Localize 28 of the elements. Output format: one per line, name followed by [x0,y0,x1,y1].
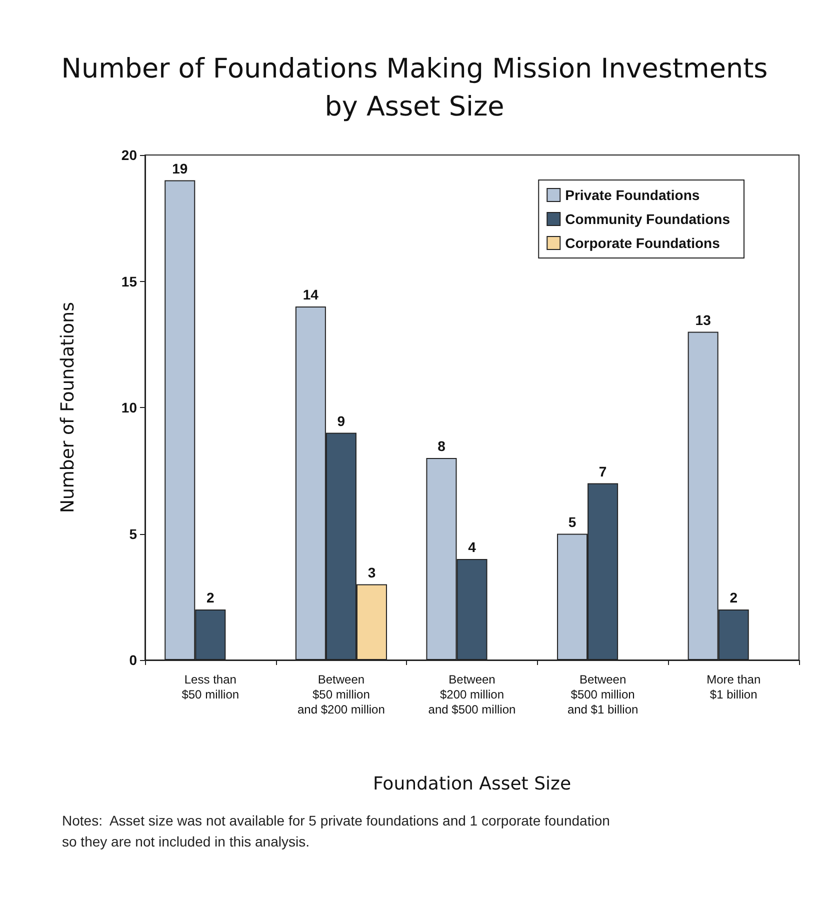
y-tick-label: 10 [121,400,138,416]
data-label: 9 [337,412,346,429]
legend-label: Community Foundations [565,211,730,227]
legend-label: Corporate Foundations [565,235,720,251]
data-label: 14 [302,286,319,302]
data-label: 2 [730,590,738,606]
y-tick-label: 20 [121,147,138,163]
text: Notes: Asset size was not available for 5 private foundations and 1 corporate foundation so they are not included in this analysis. [62,812,614,850]
x-axis-title: Foundation Asset Size [372,774,572,794]
x-tick-label: Less than $50 million [182,672,240,702]
legend-label: Private Foundations [565,187,700,203]
data-label: 19 [172,160,188,176]
x-tick-label: More than $1 billion [706,672,761,702]
data-label: 13 [695,312,712,328]
y-tick-label: 5 [129,526,138,542]
y-tick-label: 15 [121,273,138,290]
chart-title: Number of Foundations Making Mission Investments by Asset Size [61,54,768,122]
data-label: 5 [568,514,576,530]
y-axis-title: Number of Foundations [58,302,78,513]
data-label: 3 [368,564,376,580]
x-tick-label: Between $200 million and $500 million [428,672,516,716]
x-tick-label: Between $500 million and $1 billion [567,672,638,716]
data-label: 2 [206,590,214,606]
y-tick-label: 0 [129,652,138,668]
x-tick-label: Between $50 million and $200 million [297,672,385,716]
data-label: 4 [468,539,476,555]
data-label: 8 [438,438,446,454]
data-label: 7 [598,463,607,480]
